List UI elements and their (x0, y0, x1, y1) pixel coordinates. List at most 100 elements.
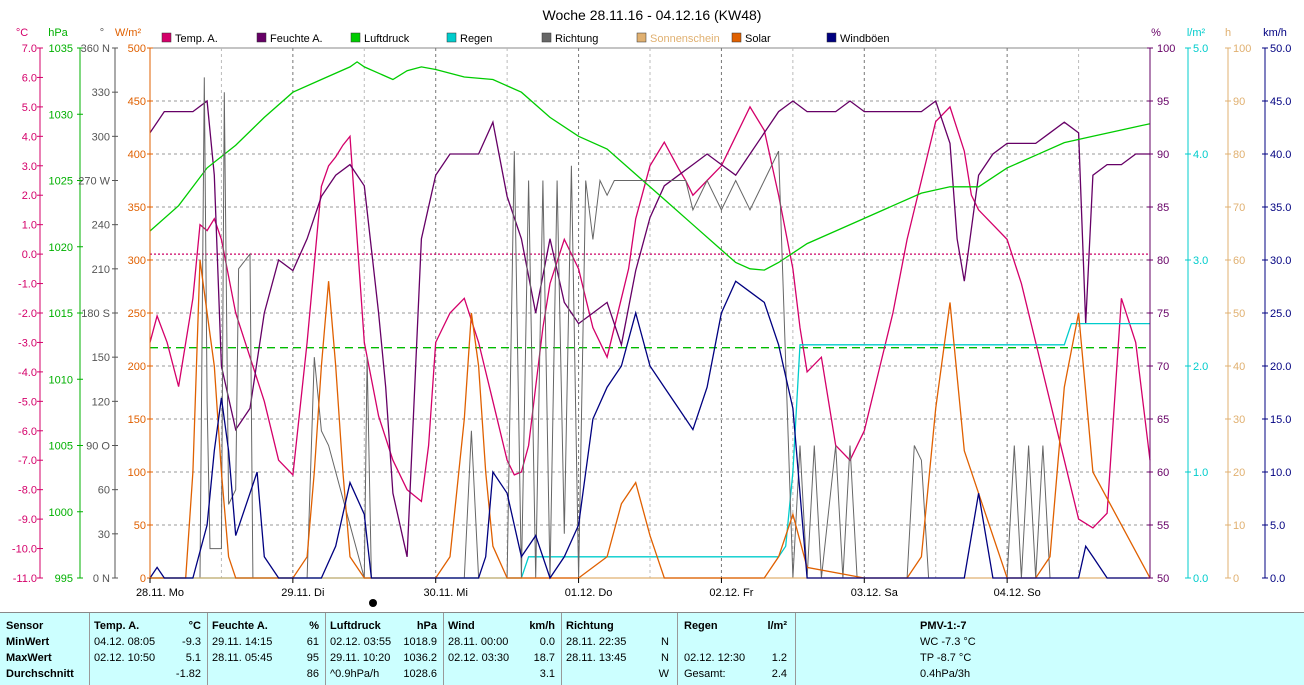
legend-label: Solar (745, 33, 771, 45)
stats-humidity-max-time: 28.11. 05:45 (212, 652, 273, 664)
rain-tick-label: 2.0 (1193, 361, 1208, 373)
stats-row-label: MaxWert (6, 652, 52, 664)
temp-tick-label: -2.0 (18, 308, 37, 320)
wind-tick-label: 10.0 (1270, 467, 1291, 479)
stats-wind-min-time: 28.11. 00:00 (448, 636, 509, 648)
legend: Temp. A. Feuchte A. Luftdruck Regen Richtung… (161, 32, 890, 45)
pressure-tick-label: 1030 (49, 109, 73, 121)
series-solar (150, 259, 1151, 579)
humidity-tick-label: 55 (1157, 520, 1169, 532)
stats-pmv-pressure-trend: 0.4hPa/3h (920, 668, 971, 680)
direction-tick-label: 90 O (86, 441, 110, 453)
solar-tick-label: 500 (128, 43, 146, 55)
temp-tick-label: -7.0 (18, 455, 37, 467)
rain-tick-label: 5.0 (1193, 43, 1208, 55)
temp-tick-label: 6.0 (22, 72, 37, 84)
stats-rain-header: Regen (684, 620, 718, 632)
wind-tick-label: 20.0 (1270, 361, 1291, 373)
stats-humidity-header: Feuchte A. (212, 620, 268, 632)
stats-humidity-min-time: 29.11. 14:15 (212, 636, 273, 648)
stats-rain-unit: l/m² (767, 620, 787, 632)
direction-tick-label: 0 N (93, 573, 110, 585)
x-tick-label: 02.12. Fr (709, 587, 753, 599)
legend-label: Richtung (555, 33, 598, 45)
solar-tick-label: 300 (128, 255, 146, 267)
rain-axis-unit: l/m² (1187, 27, 1206, 39)
humidity-tick-label: 65 (1157, 414, 1169, 426)
humidity-tick-label: 75 (1157, 308, 1169, 320)
legend-swatch (541, 32, 552, 43)
stats-row-label: MinWert (6, 636, 50, 648)
stats-temp-max-time: 02.12. 10:50 (94, 652, 156, 664)
x-tick-label: 28.11. Mo (136, 587, 184, 599)
stats-wind-column: Wind km/h 28.11. 00:00 0.0 02.12. 03:30 … (444, 613, 562, 685)
stats-sensor-header: Sensor (6, 620, 44, 632)
stats-temp-column: Temp. A. °C 04.12. 08:05 -9.3 02.12. 10:… (90, 613, 208, 685)
temp-tick-label: -1.0 (18, 279, 37, 291)
rain-tick-label: 3.0 (1193, 255, 1208, 267)
legend-swatch (350, 32, 361, 43)
stats-sensor-column: Sensor MinWert MaxWert Durchschnitt (0, 613, 90, 685)
temp-tick-label: -11.0 (13, 573, 37, 585)
stats-pressure-min-value: 1018.9 (403, 636, 437, 648)
direction-tick-label: 270 W (78, 176, 110, 188)
stats-temp-header: Temp. A. (94, 620, 140, 632)
direction-tick-label: 360 N (81, 43, 110, 55)
sunshine-axis-unit: h (1225, 27, 1231, 39)
wind-tick-label: 35.0 (1270, 202, 1291, 214)
temp-tick-label: -5.0 (18, 396, 37, 408)
direction-tick-label: 210 (92, 264, 110, 276)
solar-tick-label: 400 (128, 149, 146, 161)
stats-rain-total-label: Gesamt: (684, 668, 726, 680)
temp-tick-label: 3.0 (22, 161, 37, 173)
stats-pressure-header: Luftdruck (330, 620, 381, 632)
pressure-tick-label: 1005 (49, 441, 73, 453)
series-windböen (149, 280, 1150, 580)
pressure-tick-label: 1010 (49, 374, 73, 386)
humidity-tick-label: 90 (1157, 149, 1169, 161)
solar-tick-label: 150 (128, 414, 146, 426)
stats-pressure-avg-value: 1028.6 (403, 668, 437, 680)
now-marker (369, 599, 377, 607)
legend-swatch (636, 32, 647, 43)
sunshine-tick-label: 70 (1233, 202, 1245, 214)
stats-row-label: Durchschnitt (6, 668, 74, 680)
direction-tick-label: 120 (92, 396, 110, 408)
solar-tick-label: 200 (128, 361, 146, 373)
stats-temp-avg-value: -1.82 (175, 668, 201, 680)
stats-pmv-dewpoint: TP -8.7 °C (920, 652, 972, 664)
humidity-axis-unit: % (1151, 27, 1161, 39)
legend-label: Temp. A. (175, 33, 218, 45)
rain-tick-label: 0.0 (1193, 573, 1208, 585)
legend-swatch (731, 32, 742, 43)
stats-wind-min-value: 0.0 (539, 636, 555, 648)
x-tick-label: 01.12. Do (565, 587, 613, 599)
legend-swatch (826, 32, 837, 43)
stats-wind-avg-value: 3.1 (539, 668, 555, 680)
stats-pressure-min-time: 02.12. 03:55 (330, 636, 392, 648)
x-tick-label: 03.12. Sa (851, 587, 899, 599)
reference-lines (150, 253, 1150, 349)
wind-tick-label: 50.0 (1270, 43, 1291, 55)
stats-rain-total-value: 2.4 (771, 668, 787, 680)
humidity-tick-label: 100 (1157, 43, 1175, 55)
stats-direction-min-time: 28.11. 22:35 (566, 636, 627, 648)
wind-tick-label: 25.0 (1270, 308, 1291, 320)
chart-title: Woche 28.11.16 - 04.12.16 (KW48) (543, 7, 762, 23)
stats-pressure-max-time: 29.11. 10:20 (330, 652, 391, 664)
legend-label: Regen (460, 33, 492, 45)
pressure-axis-unit: hPa (48, 27, 68, 39)
stats-direction-avg-value: W (658, 668, 669, 680)
wind-tick-label: 30.0 (1270, 255, 1291, 267)
temp-tick-label: 7.0 (22, 43, 37, 55)
temp-tick-label: -4.0 (18, 367, 37, 379)
weather-chart: Woche 28.11.16 - 04.12.16 (KW48) 7.0 6.0 5… (12, 7, 1291, 607)
stats-direction-max-time: 28.11. 13:45 (566, 652, 627, 664)
stats-humidity-unit: % (309, 620, 319, 632)
direction-tick-label: 60 (98, 485, 110, 497)
stats-rain-max-time: 02.12. 12:30 (684, 652, 746, 664)
solar-tick-label: 0 (140, 573, 146, 585)
sunshine-tick-label: 80 (1233, 149, 1245, 161)
temp-tick-label: 1.0 (22, 220, 37, 232)
stats-pressure-unit: hPa (416, 620, 437, 632)
